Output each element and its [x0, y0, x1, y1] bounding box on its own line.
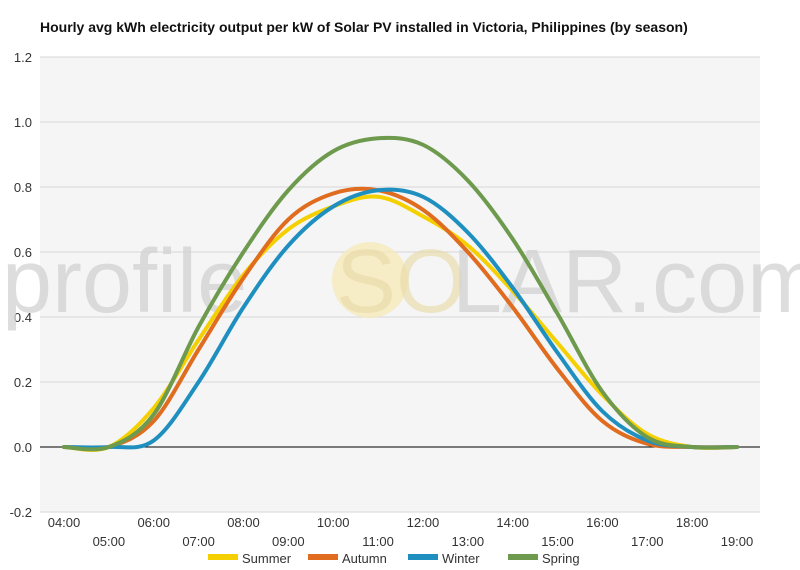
chart-title: Hourly avg kWh electricity output per kW…: [40, 19, 688, 35]
watermark-sun: [332, 242, 408, 318]
legend-item-winter: Winter: [408, 551, 480, 566]
legend-swatch: [508, 554, 538, 560]
x-tick-label: 17:00: [631, 534, 664, 549]
x-tick-label: 16:00: [586, 515, 619, 530]
legend-swatch: [408, 554, 438, 560]
legend-swatch: [208, 554, 238, 560]
x-tick-label: 14:00: [496, 515, 529, 530]
legend-item-summer: Summer: [208, 551, 292, 566]
x-tick-label: 15:00: [541, 534, 574, 549]
x-tick-label: 12:00: [407, 515, 440, 530]
x-tick-label: 09:00: [272, 534, 305, 549]
series-line-winter: [62, 187, 739, 450]
watermark-sun-letter: SO: [336, 232, 466, 332]
legend-label: Winter: [442, 551, 480, 566]
y-tick-label: 0.0: [14, 440, 32, 455]
x-tick-label: 04:00: [48, 515, 81, 530]
y-tick-label: 0.2: [14, 375, 32, 390]
legend-label: Summer: [242, 551, 292, 566]
legend-item-spring: Spring: [508, 551, 580, 566]
legend-label: Autumn: [342, 551, 387, 566]
x-tick-label: 18:00: [676, 515, 709, 530]
watermark-left: profile: [2, 232, 247, 332]
y-tick-label: 0.8: [14, 180, 32, 195]
y-tick-label: 1.0: [14, 115, 32, 130]
y-tick-label: 1.2: [14, 50, 32, 65]
y-tick-label: 0.6: [14, 245, 32, 260]
x-tick-label: 13:00: [452, 534, 485, 549]
x-tick-label: 10:00: [317, 515, 350, 530]
x-tick-label: 05:00: [93, 534, 126, 549]
y-tick-label: -0.2: [10, 505, 32, 520]
y-tick-label: 0.4: [14, 310, 32, 325]
legend-label: Spring: [542, 551, 580, 566]
series-line-autumn: [62, 186, 739, 451]
x-tick-label: 08:00: [227, 515, 260, 530]
legend-swatch: [308, 554, 338, 560]
x-tick-label: 06:00: [137, 515, 170, 530]
x-tick-label: 11:00: [362, 534, 394, 549]
legend-item-autumn: Autumn: [308, 551, 387, 566]
x-tick-label: 19:00: [721, 534, 754, 549]
x-tick-label: 07:00: [182, 534, 215, 549]
series-line-spring: [62, 135, 739, 452]
